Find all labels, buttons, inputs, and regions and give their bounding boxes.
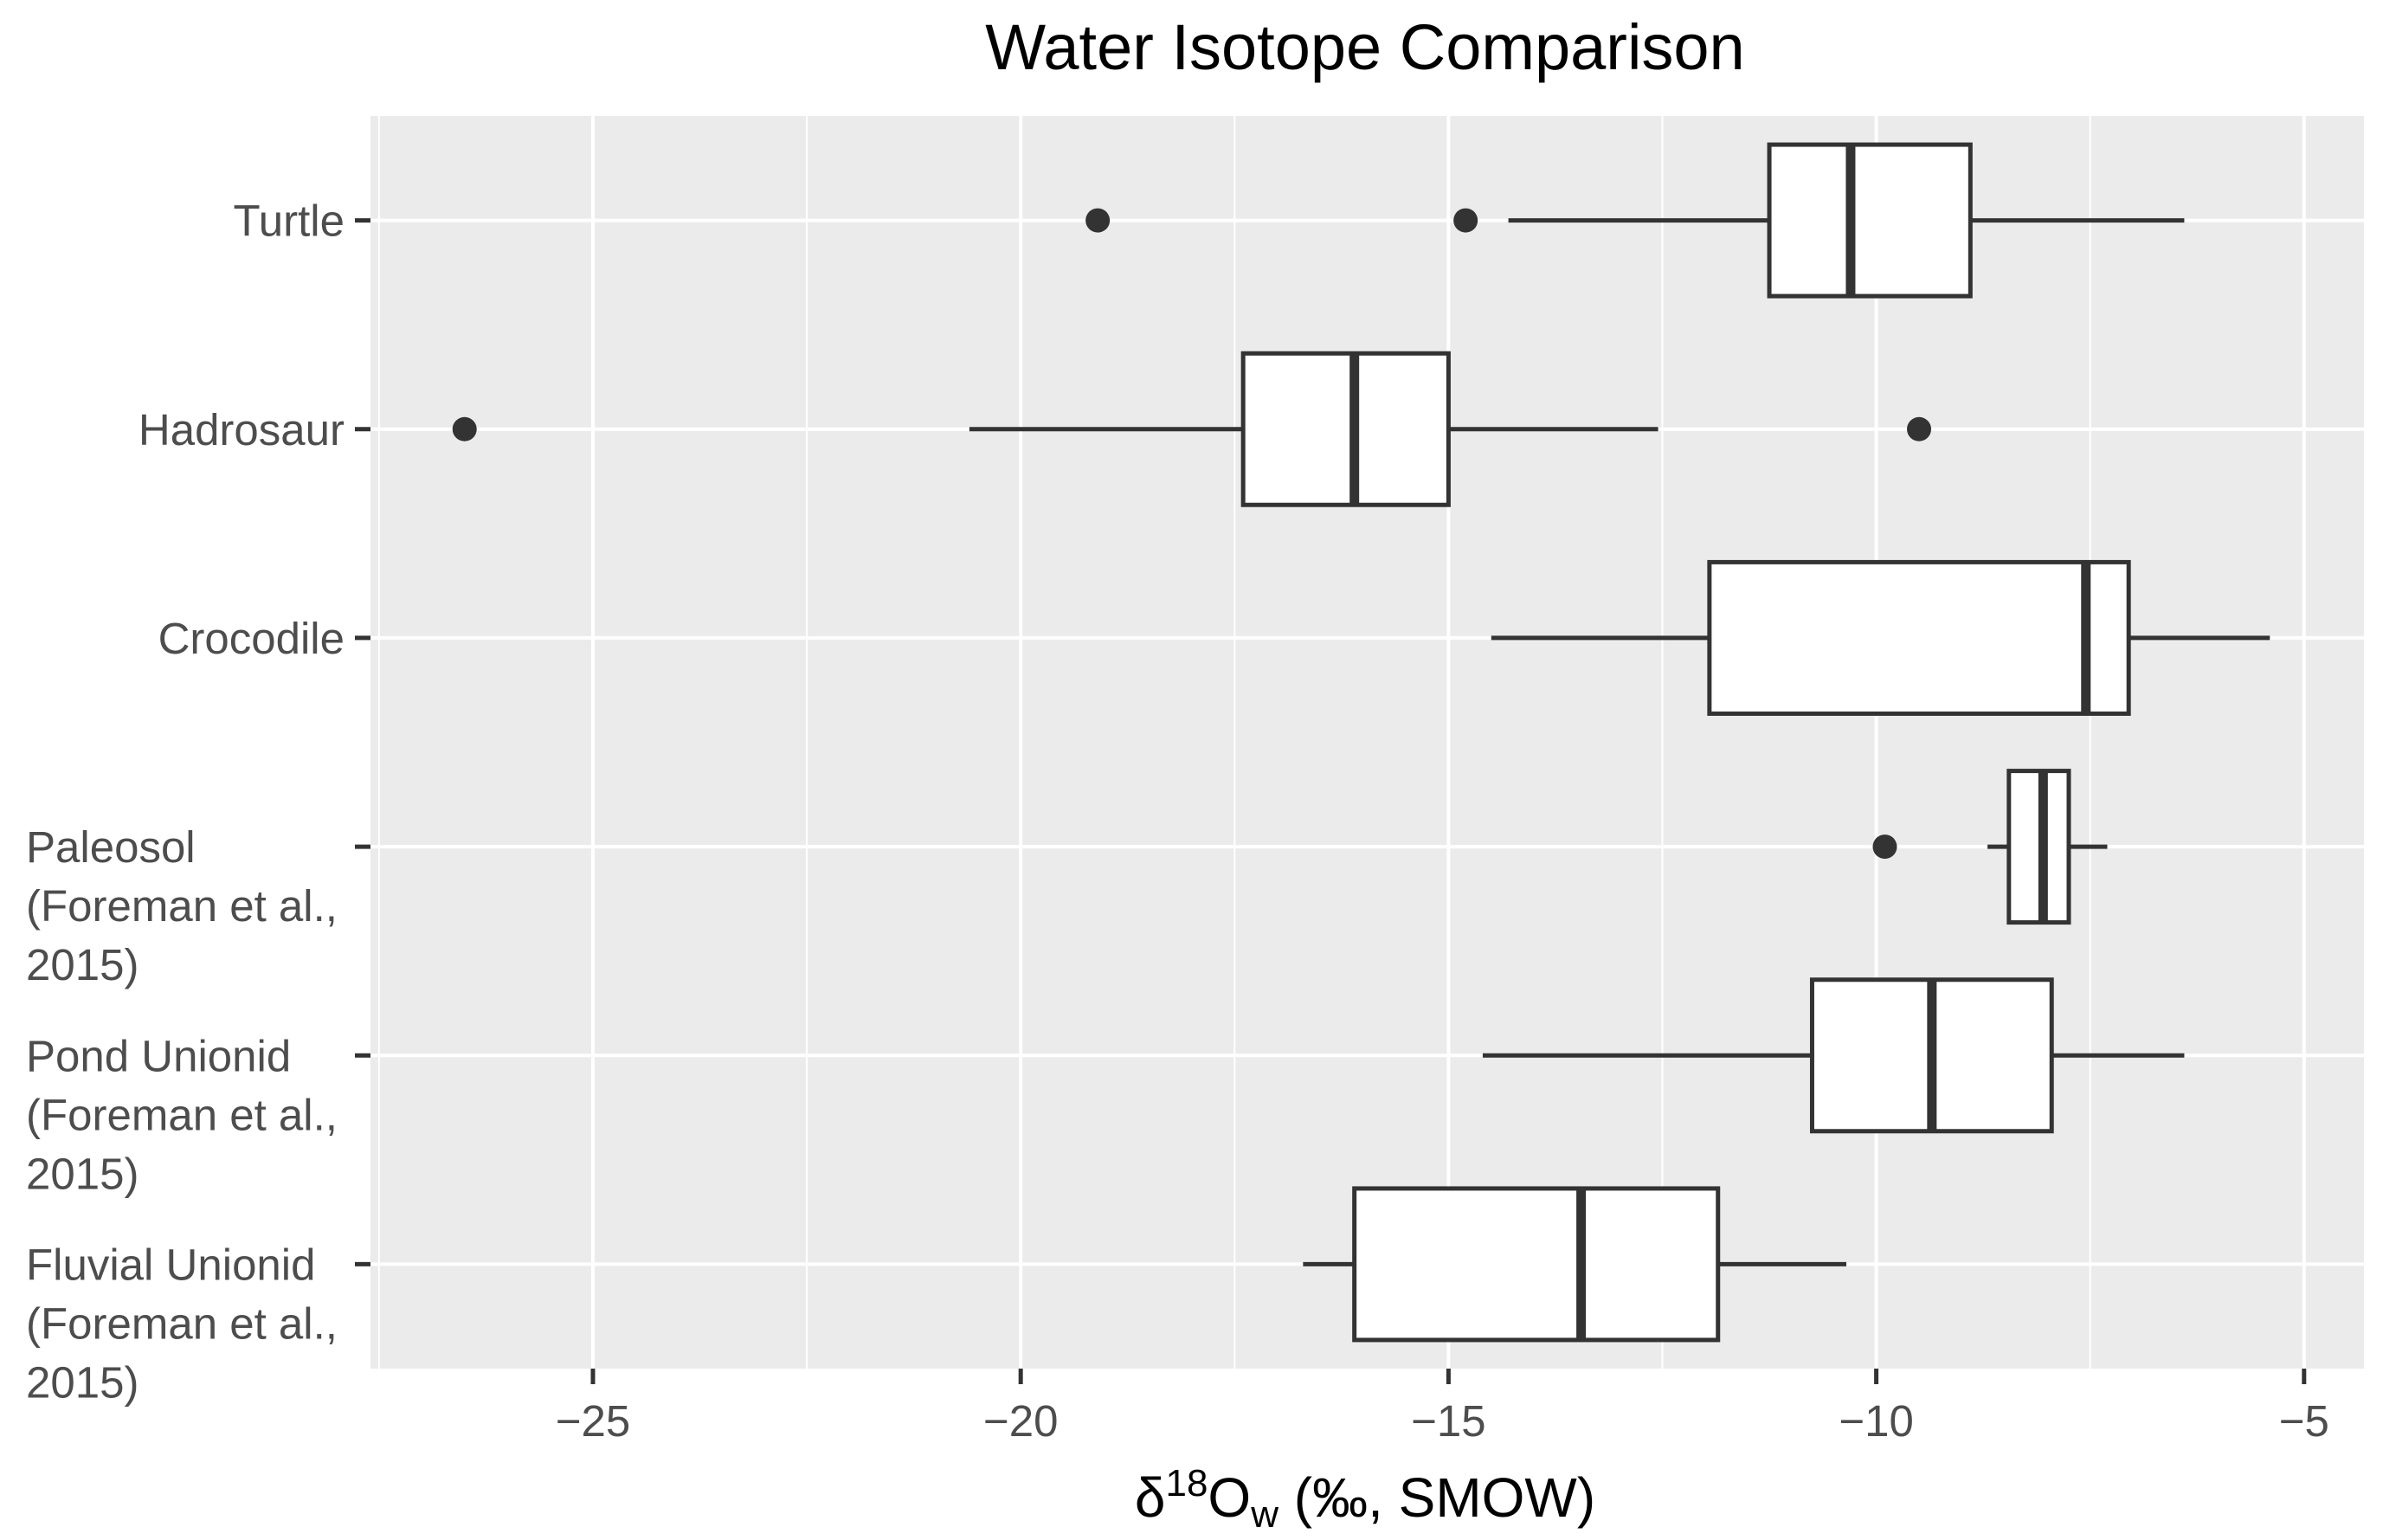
x-axis-label-superscript: 18	[1165, 1462, 1208, 1505]
x-axis-label-rest: (‰, SMOW)	[1278, 1466, 1595, 1529]
y-tick-label: Hadrosaur	[138, 405, 345, 454]
box-group	[1482, 977, 2185, 1134]
x-axis-label-base: O	[1208, 1466, 1251, 1529]
box-group	[1303, 1186, 1847, 1343]
x-tick-label: −15	[1411, 1396, 1486, 1446]
x-axis: −25 −20 −15 −10 −5	[556, 1369, 2329, 1446]
y-tick-label-line: (Foreman et al.,	[26, 1090, 338, 1139]
box-iqr	[1240, 351, 1451, 507]
box-group	[452, 351, 1932, 507]
y-tick-label: Crocodile	[158, 614, 345, 663]
x-tick-label: −20	[983, 1396, 1059, 1446]
x-axis-label-subscript: w	[1250, 1493, 1278, 1536]
x-tick-label: −10	[1839, 1396, 1914, 1446]
y-tick-label-line: (Foreman et al.,	[26, 1298, 338, 1348]
x-tick-label: −25	[556, 1396, 631, 1446]
box-iqr	[1767, 142, 1973, 299]
box-iqr	[1352, 1186, 1721, 1343]
y-tick-label: Paleosol (Foreman et al., 2015)	[26, 822, 338, 989]
x-tick-label: −5	[2279, 1396, 2329, 1446]
outlier-point	[1085, 208, 1111, 233]
y-tick-label-line: 2015)	[26, 940, 138, 989]
box-iqr	[1707, 559, 2131, 716]
y-tick-label-line: Pond Unionid	[26, 1031, 291, 1080]
y-tick-label-line: Paleosol	[26, 822, 196, 872]
outlier-point	[1453, 208, 1478, 233]
box-group	[1491, 559, 2270, 716]
outlier-point	[1872, 834, 1897, 860]
y-tick-label-line: (Foreman et al.,	[26, 881, 338, 931]
outlier-point	[452, 416, 477, 441]
x-axis-label: δ18Ow (‰, SMOW)	[1135, 1462, 1595, 1536]
x-axis-label-symbol: δ	[1135, 1466, 1166, 1529]
y-tick-label-line: 2015)	[26, 1357, 138, 1407]
chart-title: Water Isotope Comparison	[985, 11, 1744, 83]
y-axis: Turtle Hadrosaur Crocodile Paleosol (Foreman…	[26, 197, 370, 1407]
plot-panel	[370, 116, 2364, 1369]
y-tick-label-line: 2015)	[26, 1149, 138, 1198]
boxes-layer	[452, 142, 2270, 1343]
y-tick-label: Pond Unionid (Foreman et al., 2015)	[26, 1031, 338, 1198]
minor-gridlines	[377, 116, 2091, 1369]
box-group	[1085, 142, 2185, 299]
box-group	[1872, 769, 2108, 925]
y-tick-label-line: Fluvial Unionid	[26, 1240, 316, 1289]
y-tick-label: Turtle	[234, 197, 345, 246]
y-tick-label: Fluvial Unionid (Foreman et al., 2015)	[26, 1240, 338, 1407]
outlier-point	[1907, 416, 1932, 441]
